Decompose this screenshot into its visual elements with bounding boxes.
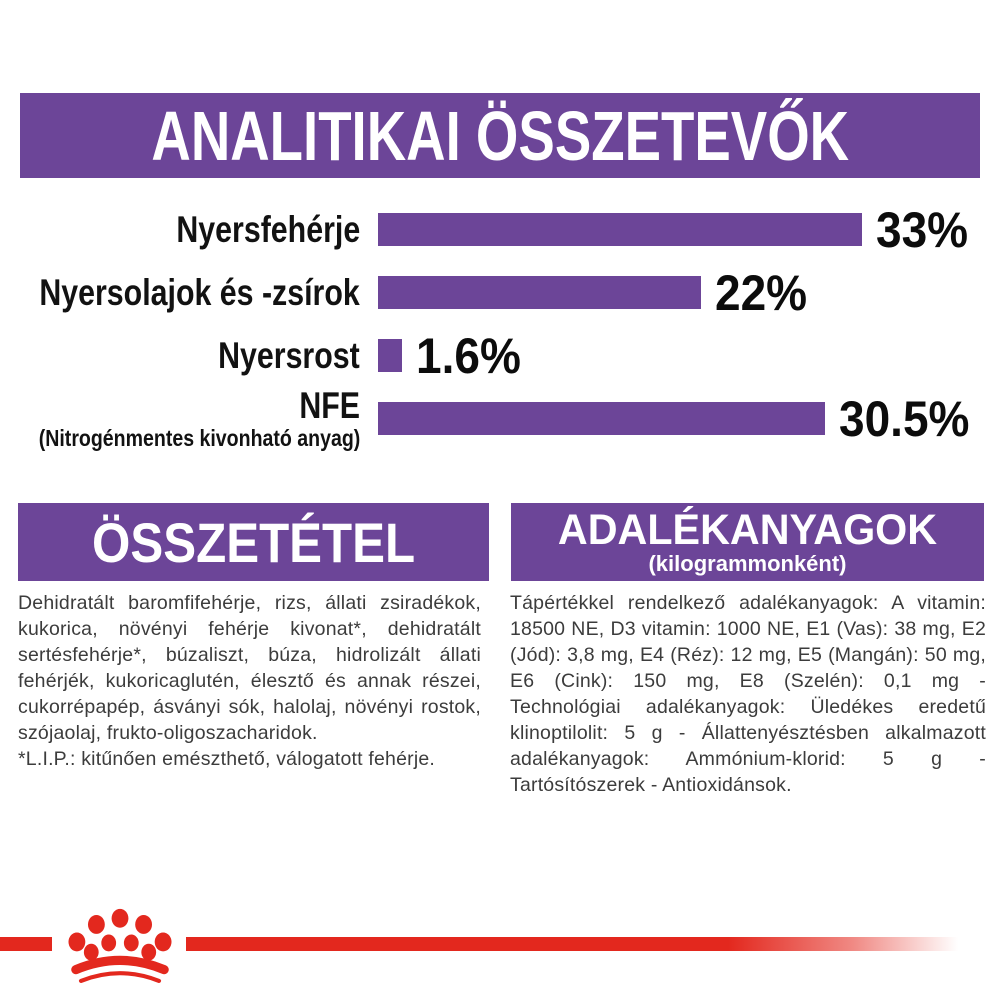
chart-label-cell: Nyersolajok és -zsírok	[0, 271, 360, 313]
chart-value-label: 22%	[714, 264, 807, 321]
additives-banner: ADALÉKANYAGOK (kilogrammonként)	[511, 503, 984, 581]
chart-label-cell: NFE (Nitrogénmentes kivonható anyag)	[0, 384, 360, 451]
chart-category-label: Nyersfehérje	[176, 208, 360, 250]
chart-row: Nyersrost 1.6%	[0, 324, 1000, 387]
chart-label-cell: Nyersfehérje	[0, 208, 360, 250]
chart-category-label: Nyersrost	[218, 334, 360, 376]
composition-text-block: Dehidratált baromfifehérje, rizs, állati…	[18, 590, 481, 772]
composition-footnote: *L.I.P.: kitűnően emészthető, válogatott…	[18, 748, 436, 770]
additives-body: Tápértékkel rendelkező adalékanyagok: A …	[510, 592, 986, 796]
additives-subtitle: (kilogrammonként)	[648, 551, 847, 576]
chart-row: NFE (Nitrogénmentes kivonható anyag) 30.5%	[0, 384, 1000, 451]
chart-bar	[378, 276, 701, 309]
additives-title: ADALÉKANYAGOK	[557, 506, 938, 554]
chart-label-cell: Nyersrost	[0, 334, 360, 376]
chart-category-label: Nyersolajok és -zsírok	[39, 271, 360, 313]
chart-row: Nyersolajok és -zsírok 22%	[0, 261, 1000, 324]
footer-red-rule	[0, 937, 958, 951]
composition-title: ÖSSZETÉTEL	[91, 510, 416, 574]
chart-category-label: NFE	[299, 384, 360, 426]
chart-row: Nyersfehérje 33%	[0, 198, 1000, 261]
chart-bar-area: 1.6%	[360, 327, 1000, 385]
chart-bar-area: 33%	[360, 201, 1000, 259]
additives-text-block: Tápértékkel rendelkező adalékanyagok: A …	[510, 590, 986, 798]
chart-bar	[378, 402, 826, 435]
chart-bar	[378, 213, 862, 246]
chart-bar-area: 30.5%	[360, 390, 1000, 448]
chart-bar	[378, 339, 402, 372]
analytical-constituents-chart: Nyersfehérje 33% Nyersolajok és -zsírok 22%…	[0, 198, 1000, 451]
chart-category-sublabel: (Nitrogénmentes kivonható anyag)	[38, 424, 360, 451]
chart-bar-area: 22%	[360, 264, 1000, 322]
composition-banner: ÖSSZETÉTEL	[18, 503, 489, 581]
analytical-constituents-title: ANALITIKAI ÖSSZETEVŐK	[151, 96, 849, 175]
composition-body: Dehidratált baromfifehérje, rizs, állati…	[18, 592, 481, 744]
chart-value-label: 33%	[876, 201, 969, 258]
chart-value-label: 1.6%	[415, 327, 521, 384]
chart-value-label: 30.5%	[839, 390, 970, 447]
royal-canin-crown-logo	[68, 908, 172, 983]
analytical-constituents-banner: ANALITIKAI ÖSSZETEVŐK	[20, 93, 980, 178]
